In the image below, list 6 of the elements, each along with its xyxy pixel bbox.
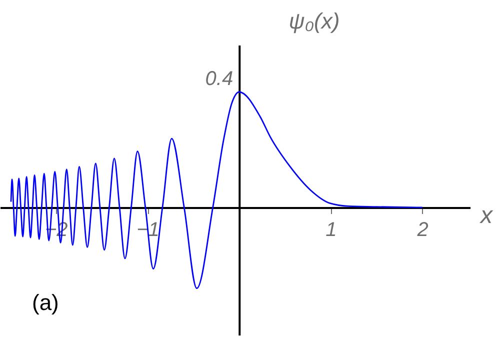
x-tick-label: 1 <box>326 219 337 242</box>
text: (a) <box>32 290 59 315</box>
text: 0.4 <box>205 68 234 90</box>
x-tick-label: 2 <box>416 219 428 242</box>
x-axis-title: x <box>480 202 494 230</box>
y-axis-title: ψ₀(x) <box>288 8 340 34</box>
